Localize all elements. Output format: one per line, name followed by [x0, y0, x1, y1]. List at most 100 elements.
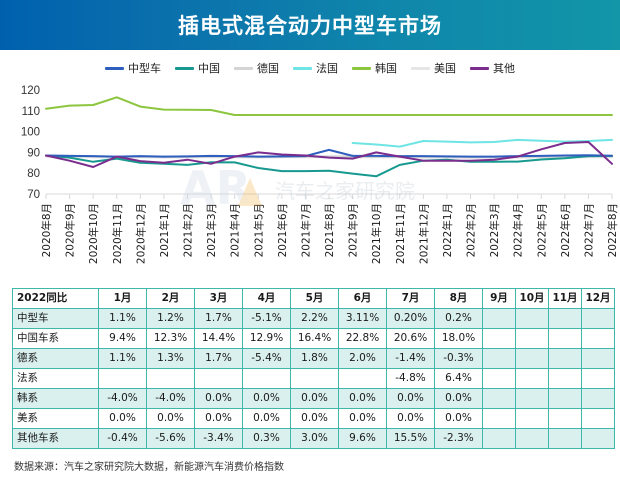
x-axis-tick-label: 2022年2月: [465, 203, 478, 257]
table-cell: 0.0%: [242, 408, 291, 429]
table-cell: -2.3%: [434, 428, 483, 449]
table-row: 其他车系 -0.4% -5.6% -3.4% 0.3% 3.0% 9.6% 15.5% -2.3…: [12, 428, 615, 449]
table-cell: [548, 308, 582, 329]
table-cell: 1.3%: [146, 348, 195, 369]
line-chart: 70 80 90 100 110 120 2020年8月 2020年9月 2020年10月 202…: [0, 80, 620, 280]
table-cell: 1.1%: [98, 348, 147, 369]
table-cell: [515, 428, 549, 449]
x-axis-tick-label: 2022年4月: [512, 203, 525, 257]
table-row: 美系 0.0% 0.0% 0.0% 0.0% 0.0% 0.0% 0.0% 0.0%: [12, 408, 615, 429]
table-cell: [581, 388, 615, 409]
table-cell: 2.0%: [338, 348, 387, 369]
y-axis-tick-label: 110: [22, 106, 40, 118]
table-corner-label: 2022同比: [12, 288, 99, 309]
table-cell: -4.0%: [98, 388, 147, 409]
table-cell: 16.4%: [290, 328, 339, 349]
legend-item-德国[interactable]: 德国: [234, 60, 279, 76]
table-cell: [515, 328, 549, 349]
table-cell: 3.11%: [338, 308, 387, 329]
legend-label: 德国: [257, 62, 279, 75]
x-axis-tick-label: 2021年10月: [370, 203, 383, 264]
table-cell: 6.4%: [434, 368, 483, 389]
y-axis-tick-label: 100: [21, 127, 40, 139]
series-line-中国: [45, 154, 613, 178]
table-cell: [548, 348, 582, 369]
table-cell: 20.6%: [386, 328, 435, 349]
x-axis-tick-label: 2020年12月: [134, 203, 147, 264]
legend-label: 韩国: [375, 62, 397, 75]
legend-item-中型车[interactable]: 中型车: [105, 60, 161, 76]
x-axis-tick-label: 2022年8月: [606, 203, 619, 257]
table-row-header: 韩系: [12, 388, 99, 409]
page-title: 插电式混合动力中型车市场: [178, 14, 442, 38]
table-cell: 0.0%: [194, 408, 243, 429]
table-cell: [98, 368, 147, 389]
legend-label: 美国: [434, 62, 456, 75]
x-axis-tick-label: 2022年6月: [559, 203, 572, 257]
table-cell: 2.2%: [290, 308, 339, 329]
table-column-header: 9月: [482, 288, 516, 309]
table-cell: 14.4%: [194, 328, 243, 349]
legend-item-法国[interactable]: 法国: [293, 60, 338, 76]
table-row: 德系 1.1% 1.3% 1.7% -5.4% 1.8% 2.0% -1.4% -0.3%: [12, 348, 615, 369]
legend-swatch-icon: [470, 66, 489, 70]
table-row-header: 法系: [12, 368, 99, 389]
table-cell: [482, 428, 516, 449]
table-cell: -0.4%: [98, 428, 147, 449]
table-cell: [482, 388, 516, 409]
y-axis-tick-label: 90: [27, 147, 40, 159]
table-cell: 0.0%: [434, 408, 483, 429]
x-axis-tick-label: 2021年6月: [276, 203, 289, 257]
legend-label: 其他: [493, 62, 515, 75]
legend-item-美国[interactable]: 美国: [411, 60, 456, 76]
table-cell: 0.0%: [194, 388, 243, 409]
table-cell: 3.0%: [290, 428, 339, 449]
x-axis-tick-label: 2021年8月: [323, 203, 336, 257]
table-cell: 0.0%: [338, 408, 387, 429]
table-cell: -5.4%: [242, 348, 291, 369]
table-cell: [581, 348, 615, 369]
legend-item-中国[interactable]: 中国: [175, 60, 220, 76]
table-cell: 1.1%: [98, 308, 147, 329]
table-header-row: 2022同比 1月 2月 3月 4月 5月 6月 7月 8月 9月 10月 11月 12月: [12, 288, 615, 309]
series-line-其他: [45, 141, 613, 168]
table-row-header: 德系: [12, 348, 99, 369]
y-axis-tick-label: 120: [21, 85, 40, 97]
table-row: 法系 -4.8% 6.4%: [12, 368, 615, 389]
table-cell: [515, 348, 549, 369]
table-row-header: 其他车系: [12, 428, 99, 449]
table-cell: [581, 328, 615, 349]
legend-swatch-icon: [175, 66, 194, 70]
legend-item-其他[interactable]: 其他: [470, 60, 515, 76]
table-cell: -1.4%: [386, 348, 435, 369]
table-cell: 15.5%: [386, 428, 435, 449]
legend-item-韩国[interactable]: 韩国: [352, 60, 397, 76]
table-cell: [515, 408, 549, 429]
table-cell: [338, 368, 387, 389]
table-cell: [548, 388, 582, 409]
source-note: 数据来源：汽车之家研究院大数据，新能源汽车消费价格指数: [14, 462, 284, 473]
table-cell: [515, 388, 549, 409]
table-cell: -3.4%: [194, 428, 243, 449]
table-column-header: 7月: [386, 288, 435, 309]
table-cell: 12.3%: [146, 328, 195, 349]
x-axis-tick-label: 2021年3月: [205, 203, 218, 257]
x-axis-tick-label: 2021年4月: [229, 203, 242, 257]
table-cell: -4.8%: [386, 368, 435, 389]
legend-swatch-icon: [352, 66, 371, 70]
table-cell: 1.2%: [146, 308, 195, 329]
table-cell: 0.0%: [290, 408, 339, 429]
x-axis-tick-label: 2020年10月: [87, 203, 100, 264]
series-line-韩国: [45, 96, 613, 116]
table-row-header: 中型车: [12, 308, 99, 329]
table-cell: [515, 308, 549, 329]
x-axis-tick-label: 2021年9月: [347, 203, 360, 257]
table-row: 韩系 -4.0% -4.0% 0.0% 0.0% 0.0% 0.0% 0.0% 0.0%: [12, 388, 615, 409]
legend-swatch-icon: [234, 66, 253, 70]
y-axis-tick-label: 70: [27, 189, 40, 201]
table-cell: 0.0%: [434, 388, 483, 409]
table-row: 中国车系 9.4% 12.3% 14.4% 12.9% 16.4% 22.8% 20.6% 18…: [12, 328, 615, 349]
x-axis-tick-label: 2022年3月: [488, 203, 501, 257]
table-cell: [581, 408, 615, 429]
table-row-header: 美系: [12, 408, 99, 429]
